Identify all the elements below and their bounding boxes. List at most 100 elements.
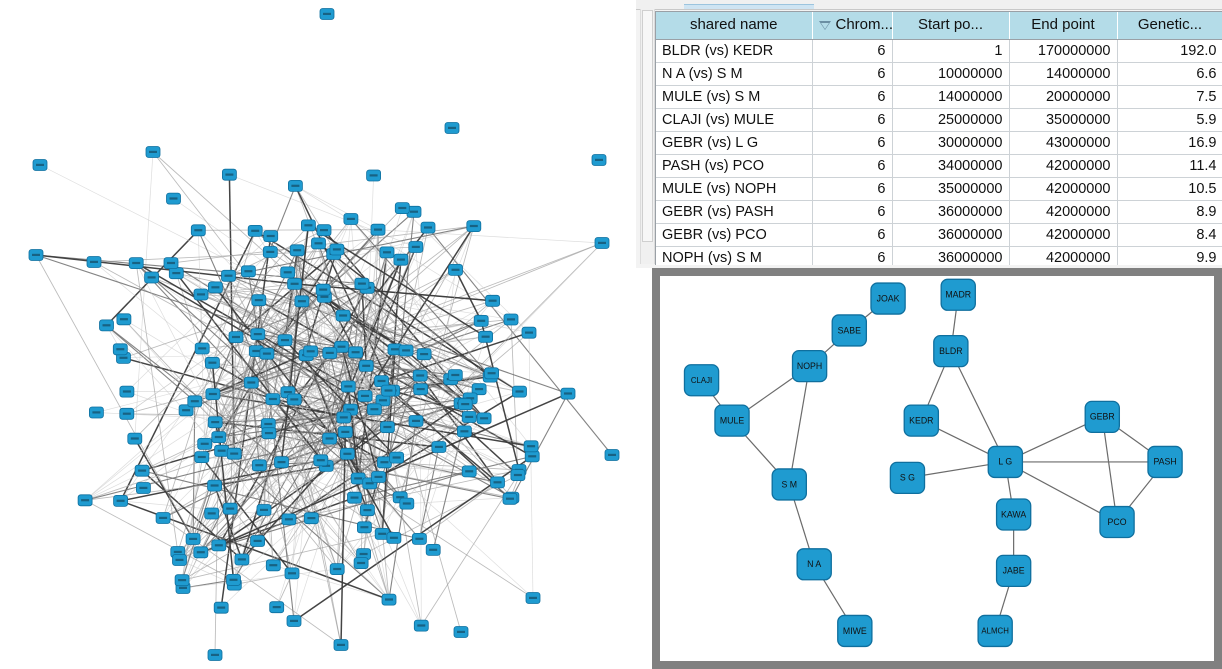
main-network-node[interactable] — [287, 179, 303, 192]
main-network-node[interactable] — [287, 277, 303, 290]
main-network-node[interactable] — [251, 294, 267, 307]
main-network-edge[interactable] — [181, 478, 359, 581]
main-network-node[interactable] — [399, 497, 415, 510]
main-network-node[interactable] — [174, 574, 190, 587]
main-network-node[interactable] — [381, 384, 396, 397]
main-network-node[interactable] — [185, 533, 201, 545]
main-network-node[interactable] — [408, 241, 424, 253]
main-network-node[interactable] — [214, 444, 230, 457]
main-network-edge[interactable] — [198, 229, 379, 231]
main-network-edge[interactable] — [294, 283, 530, 334]
main-network-edge[interactable] — [233, 453, 235, 580]
main-network-node[interactable] — [112, 343, 128, 356]
main-network-node[interactable] — [473, 314, 489, 327]
sub-network-edge[interactable] — [950, 350, 1006, 463]
sub-network-node[interactable]: ALMCH — [977, 614, 1013, 648]
main-network-edge[interactable] — [84, 438, 330, 501]
table-row[interactable]: MULE (vs) S M 6 14000000 20000000 7.5 — [656, 85, 1222, 109]
sub-network-node[interactable]: BLDR — [933, 334, 969, 368]
main-network-node[interactable] — [213, 601, 229, 614]
main-network-edge[interactable] — [96, 412, 388, 428]
main-network-node[interactable] — [284, 567, 300, 580]
sub-network-inner[interactable]: JOAK MADR SABE BLDR NOPH CLAJI GEBR KEDR MULE L G… — [660, 276, 1214, 661]
main-network-node[interactable] — [448, 263, 463, 276]
main-network-node[interactable] — [413, 383, 429, 396]
main-network-node[interactable] — [339, 447, 355, 460]
main-network-node[interactable] — [228, 331, 244, 344]
table-row[interactable]: BLDR (vs) KEDR 6 1 170000000 192.0 — [656, 39, 1222, 63]
main-network-edge[interactable] — [365, 175, 374, 366]
main-network-node[interactable] — [393, 253, 409, 266]
main-network-edge[interactable] — [200, 386, 349, 553]
main-network-edge[interactable] — [328, 259, 402, 439]
main-network-edge[interactable] — [272, 453, 348, 566]
main-network-node[interactable] — [379, 421, 395, 434]
main-network-edge[interactable] — [272, 395, 366, 566]
main-network-node[interactable] — [280, 266, 296, 279]
main-network-node[interactable] — [226, 574, 241, 586]
sub-network-node[interactable]: PASH — [1147, 445, 1183, 479]
main-network-edge[interactable] — [96, 352, 330, 413]
main-network-edge[interactable] — [294, 283, 462, 404]
main-network-edge[interactable] — [134, 336, 237, 439]
table-row[interactable]: PASH (vs) PCO 6 34000000 42000000 11.4 — [656, 154, 1222, 178]
main-network-node[interactable] — [207, 479, 223, 492]
main-network-node[interactable] — [194, 342, 210, 355]
table-row[interactable]: GEBR (vs) L G 6 30000000 43000000 16.9 — [656, 131, 1222, 155]
main-network-node[interactable] — [319, 8, 335, 20]
main-network-edge[interactable] — [511, 393, 569, 498]
main-network-edge[interactable] — [228, 275, 307, 356]
main-network-node[interactable] — [476, 412, 492, 425]
main-network-node[interactable] — [286, 393, 302, 406]
main-network-edge[interactable] — [257, 333, 342, 348]
main-network-edge[interactable] — [220, 478, 359, 608]
main-network-node[interactable] — [221, 168, 237, 181]
main-network-edge[interactable] — [234, 388, 480, 455]
main-network-edge[interactable] — [355, 352, 383, 534]
main-network-node[interactable] — [478, 330, 494, 343]
main-network-node[interactable] — [222, 502, 238, 515]
main-network-node[interactable] — [303, 345, 319, 358]
main-network-edge[interactable] — [202, 319, 512, 349]
main-network-edge[interactable] — [126, 336, 237, 415]
main-network-edge[interactable] — [251, 246, 417, 383]
sub-network-node[interactable]: MIWE — [837, 614, 873, 648]
main-network-edge[interactable] — [212, 362, 393, 392]
main-network-edge[interactable] — [528, 332, 534, 599]
main-network-node[interactable] — [190, 224, 206, 237]
main-network-canvas[interactable] — [0, 0, 645, 669]
main-network-edge[interactable] — [250, 382, 274, 566]
main-network-edge[interactable] — [218, 289, 324, 438]
main-network-node[interactable] — [387, 343, 403, 356]
main-network-node[interactable] — [134, 464, 150, 477]
main-network-edge[interactable] — [293, 250, 298, 400]
main-network-node[interactable] — [560, 387, 576, 400]
scrollbar-thumb[interactable] — [642, 10, 653, 242]
main-network-edge[interactable] — [250, 382, 260, 466]
main-network-edge[interactable] — [280, 225, 310, 463]
main-network-edge[interactable] — [288, 296, 325, 520]
main-network-node[interactable] — [172, 554, 187, 566]
main-network-node[interactable] — [604, 449, 620, 461]
main-network-node[interactable] — [594, 237, 610, 249]
main-network-edge[interactable] — [233, 352, 331, 585]
sub-network-node[interactable]: L G — [987, 445, 1024, 479]
main-network-node[interactable] — [234, 553, 250, 566]
main-network-node[interactable] — [461, 411, 477, 423]
main-network-edge[interactable] — [135, 262, 330, 440]
main-network-edge[interactable] — [200, 283, 362, 295]
main-network-node[interactable] — [178, 404, 194, 417]
main-network-node[interactable] — [113, 494, 128, 507]
main-network-edge[interactable] — [176, 272, 302, 302]
main-network-edge[interactable] — [294, 283, 383, 535]
main-network-node[interactable] — [471, 383, 487, 396]
main-network-node[interactable] — [510, 469, 526, 482]
main-network-edge[interactable] — [179, 559, 235, 585]
main-network-edge[interactable] — [194, 400, 344, 418]
main-network-node[interactable] — [168, 267, 184, 280]
main-network-edge[interactable] — [342, 315, 569, 395]
main-network-edge[interactable] — [329, 269, 456, 354]
main-network-edge[interactable] — [126, 351, 356, 415]
sub-network-edge[interactable] — [1005, 461, 1118, 523]
main-network-edge[interactable] — [295, 185, 379, 231]
